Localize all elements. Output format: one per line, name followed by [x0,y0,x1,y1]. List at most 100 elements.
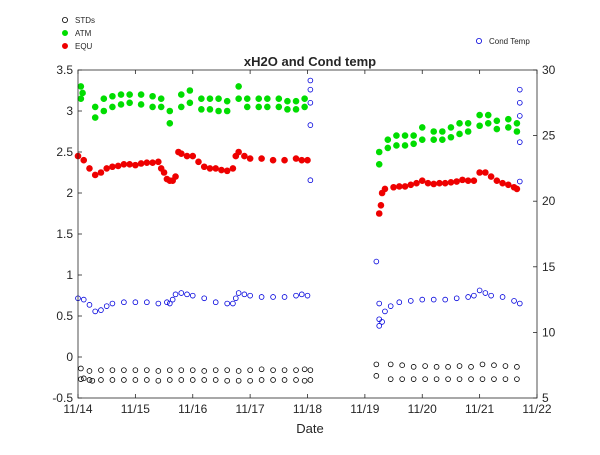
data-point [418,124,426,131]
data-point [246,155,254,162]
data-point [229,165,237,172]
data-point [114,162,122,170]
data-point [301,377,308,384]
data-point [144,367,150,373]
data-point [284,97,291,105]
data-point [98,367,104,373]
data-point [447,124,455,131]
data-point [117,101,125,108]
data-point [109,377,116,383]
data-point [430,128,438,135]
data-point [281,156,288,164]
data-point [167,300,173,307]
data-point [410,132,417,139]
data-point [407,298,414,304]
data-point [407,181,415,189]
data-point [298,291,305,298]
data-point [86,368,93,374]
data-point [482,290,489,296]
data-point [453,295,460,302]
data-point [284,106,291,113]
data-point [292,97,300,105]
y-left-tick-label: 1.5 [56,227,73,241]
data-point [464,128,472,135]
data-point [167,367,173,373]
data-point [149,92,156,100]
data-point [157,95,165,102]
data-point [223,97,231,105]
data-point [384,144,392,152]
data-point [516,113,523,119]
x-axis-label: Date [296,421,323,436]
data-point [172,173,179,180]
data-point [201,377,208,383]
data-point [247,377,253,384]
data-point [258,366,265,373]
data-point [516,86,523,93]
data-point [224,377,230,384]
data-point [410,376,417,382]
x-tick-label: 11/20 [408,402,437,416]
data-point [91,171,99,179]
data-point [235,290,242,296]
data-point [137,160,145,167]
x-tick-label: 11/18 [293,402,322,416]
x-tick-label: 11/19 [350,402,379,416]
data-point [430,180,438,188]
data-point [270,294,276,300]
x-tick-label: 11/15 [121,402,150,416]
data-point [270,367,276,373]
legend-label: EQU [75,42,93,51]
data-point [479,361,486,368]
y-left-tick-label: 2 [66,186,73,200]
series-stds [78,361,520,384]
legend-marker [475,38,482,45]
data-point [476,122,483,130]
data-point [476,169,483,176]
data-point [513,185,521,193]
x-tick-label: 11/21 [465,402,494,416]
data-point [218,166,225,174]
y-left-tick-label: 0 [66,350,73,364]
data-point [393,132,400,139]
data-point [177,91,185,98]
data-point [212,377,219,383]
y-right-tick-label: 20 [542,194,556,208]
data-point [275,103,283,111]
data-point [424,179,432,187]
data-point [422,376,428,382]
series-cond-temp [75,77,523,329]
data-point [307,122,314,128]
x-tick-label: 11/16 [178,402,207,416]
data-point [476,287,483,294]
data-point [212,299,219,306]
data-point [430,296,437,303]
data-point [103,303,110,309]
data-point [117,91,125,98]
data-point [212,367,219,373]
data-point [132,377,139,383]
data-point [304,156,311,164]
data-point [447,179,455,186]
data-point [243,103,251,111]
data-point [235,83,242,90]
data-point [212,165,219,172]
data-point [243,95,251,102]
data-point [399,362,405,369]
data-point [376,300,383,307]
data-point [516,139,523,145]
data-point [433,364,440,370]
data-point [183,152,191,160]
x-tick-label: 11/22 [522,402,551,416]
data-point [307,367,314,373]
data-point [439,128,446,135]
data-point [499,179,506,187]
data-point [381,185,389,193]
data-point [189,152,197,160]
data-point [169,296,176,303]
data-point [178,367,185,373]
data-point [206,106,214,113]
data-point [149,103,156,111]
data-point [177,103,185,111]
data-point [465,294,471,300]
